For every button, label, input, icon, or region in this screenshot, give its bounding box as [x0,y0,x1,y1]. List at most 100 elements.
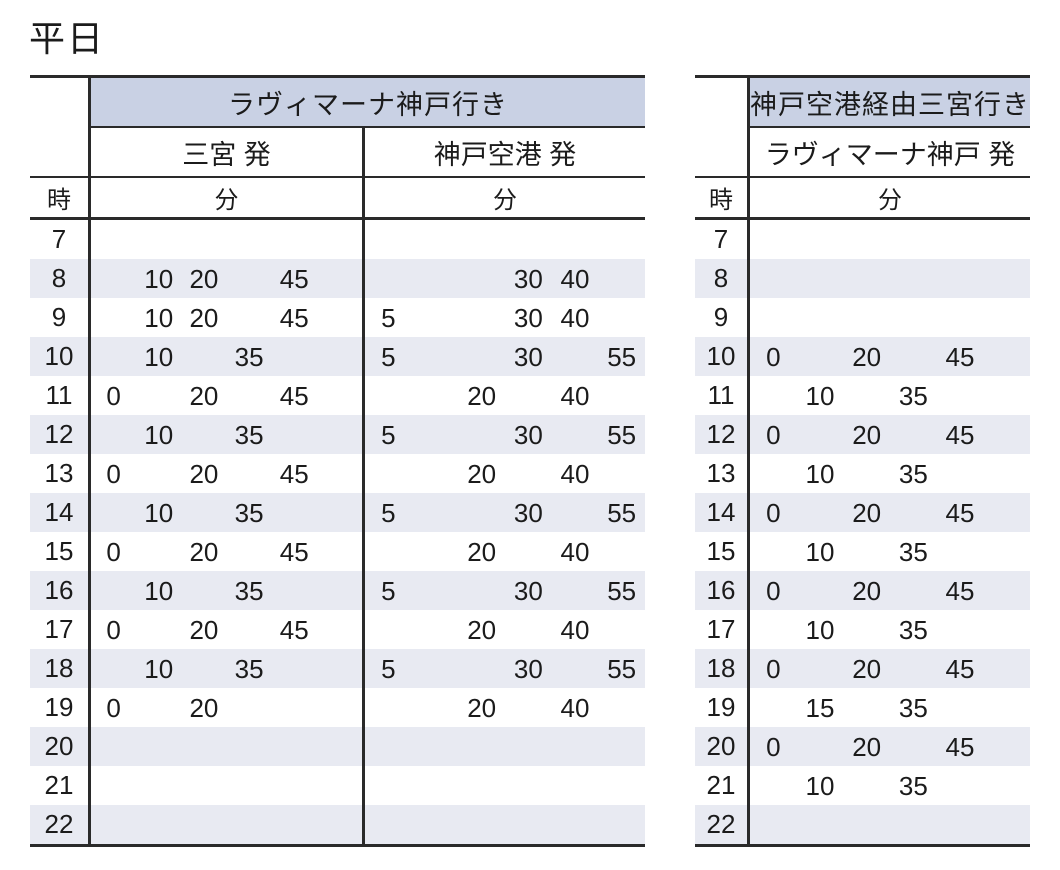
minute-value: 35 [898,380,928,411]
table-row: 8 [695,259,1030,298]
hour-cell: 7 [713,224,729,254]
hour-cell: 7 [51,224,67,254]
hour-cell: 18 [44,653,74,683]
table-row: 12 0 20 45 [695,415,1030,454]
minute-value: 5 [381,575,396,606]
minutes-cell [88,805,362,844]
minute-value: 10 [805,614,835,645]
minute-value: 20 [467,692,497,723]
minute-value: 0 [766,575,781,606]
minute-value: 55 [607,497,637,528]
minutes-cell: 10 35 [747,766,1030,805]
minute-value: 20 [189,614,219,645]
hour-cell: 19 [706,692,736,722]
table-row: 21 10 35 [695,766,1030,805]
minute-value: 20 [189,536,219,567]
minute-value: 30 [513,263,543,294]
minutes-cell: 0 20 45 [88,532,362,571]
minute-value: 35 [898,614,928,645]
hour-cell: 21 [44,770,74,800]
table-row: 19 0 20 20 40 [30,688,645,727]
page-title: 平日 [29,18,106,59]
minutes-cell: 5 30 55 [362,649,645,688]
timetable-outbound: ラヴィマーナ神戸行き 三宮 発神戸空港 発時分分 7 8 10 20 45 30 40 9 10 20… [30,75,645,847]
hour-cell: 20 [44,731,74,761]
minutes-cell: 20 40 [362,454,645,493]
minutes-cell [747,298,1030,337]
hour-cell: 20 [706,731,736,761]
minute-value: 45 [279,380,309,411]
table-row: 18 0 20 45 [695,649,1030,688]
timetable-return: 神戸空港経由三宮行き ラヴィマーナ神戸 発時分 7 8 9 10 0 20 45 11 10 35 12… [695,75,1030,847]
hour-cell: 9 [713,302,729,332]
table-row: 13 0 20 45 20 40 [30,454,645,493]
minute-value: 0 [766,731,781,762]
minute-value: 55 [607,575,637,606]
minutes-cell: 10 35 [747,454,1030,493]
table-row: 21 [30,766,645,805]
hour-cell: 16 [44,575,74,605]
table-row: 18 10 35 5 30 55 [30,649,645,688]
table-row: 22 [695,805,1030,844]
minute-value: 0 [106,458,121,489]
hour-cell: 15 [706,536,736,566]
minutes-cell [362,766,645,805]
minutes-cell: 20 40 [362,532,645,571]
hour-unit-label: 時 [709,187,733,214]
minute-value: 5 [381,341,396,372]
minute-value: 20 [189,458,219,489]
minutes-cell: 10 35 [88,415,362,454]
table-row: 14 10 35 5 30 55 [30,493,645,532]
minute-value: 40 [560,614,590,645]
table-row: 9 10 20 45 5 30 40 [30,298,645,337]
minutes-cell: 10 35 [88,571,362,610]
table-row: 7 [30,220,645,259]
minutes-cell: 10 35 [88,649,362,688]
table-row: 11 10 35 [695,376,1030,415]
minute-value: 45 [945,497,975,528]
minutes-cell: 0 20 45 [88,454,362,493]
departure-header-row: 三宮 発神戸空港 発 [30,128,645,178]
table-row: 12 10 35 5 30 55 [30,415,645,454]
hour-cell: 22 [706,809,736,839]
minutes-cell: 15 35 [747,688,1030,727]
minute-value: 0 [766,497,781,528]
hour-cell: 21 [706,770,736,800]
table-row: 20 0 20 45 [695,727,1030,766]
table-row: 13 10 35 [695,454,1030,493]
hour-cell: 12 [706,419,736,449]
table-row: 22 [30,805,645,844]
minute-value: 20 [852,341,882,372]
minutes-cell: 20 40 [362,610,645,649]
minutes-cell: 10 35 [747,376,1030,415]
minutes-cell: 0 20 45 [747,493,1030,532]
hour-cell: 17 [706,614,736,644]
table-row: 7 [695,220,1030,259]
minute-value: 0 [766,419,781,450]
unit-label-row: 時分 [695,178,1030,220]
minute-value: 20 [467,536,497,567]
minute-value: 5 [381,302,396,333]
hour-cell: 16 [706,575,736,605]
minutes-cell: 10 20 45 [88,259,362,298]
hour-cell: 19 [44,692,74,722]
minute-value: 45 [279,614,309,645]
minutes-cell [88,727,362,766]
minute-unit-label: 分 [88,178,362,217]
minute-value: 20 [189,263,219,294]
minute-value: 10 [805,770,835,801]
minute-value: 20 [189,302,219,333]
minutes-cell: 0 20 45 [747,415,1030,454]
minute-value: 20 [467,380,497,411]
minute-value: 10 [144,575,174,606]
route-header-row: 神戸空港経由三宮行き [695,78,1030,128]
minutes-cell: 20 40 [362,376,645,415]
minute-value: 20 [852,497,882,528]
minute-value: 45 [945,731,975,762]
hour-cell: 10 [44,341,74,371]
minute-value: 35 [234,419,264,450]
hour-cell: 10 [706,341,736,371]
minute-unit-label: 分 [747,178,1030,217]
minute-value: 0 [106,692,121,723]
minute-value: 40 [560,380,590,411]
